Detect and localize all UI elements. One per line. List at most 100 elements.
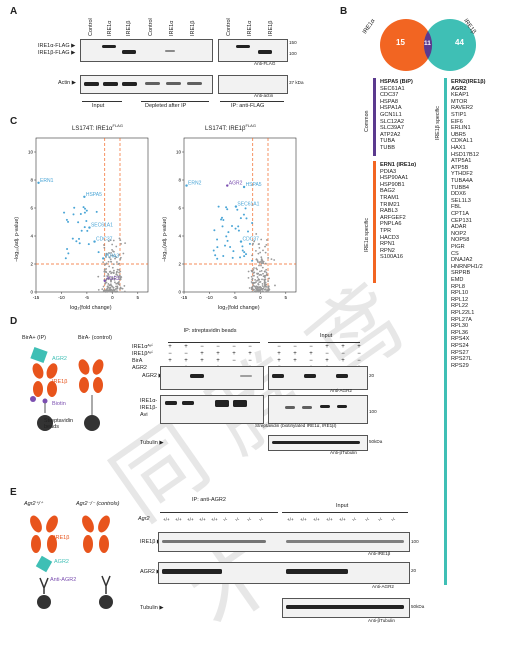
pm-cell: − <box>248 344 252 350</box>
scatter-point <box>251 243 254 246</box>
scatter-point <box>270 258 273 260</box>
scatter-point <box>253 267 255 269</box>
scatter-point <box>108 256 111 259</box>
labeled-point <box>83 195 86 198</box>
scatter-point <box>104 282 107 285</box>
e-legend-ire1b: IRE1β <box>54 535 70 541</box>
scatter-point <box>116 268 119 271</box>
pm-cell: − <box>357 358 361 364</box>
volcano-xlabel-right: log₂(fold change) <box>218 305 260 311</box>
pm-cell: − <box>293 344 297 350</box>
scatter-point <box>110 288 113 291</box>
e-anti-ire1b: Anti-IRE1β <box>368 551 391 556</box>
scatter-point <box>231 225 234 228</box>
x-tick-label: -10 <box>206 295 213 300</box>
scatter-point <box>256 286 259 288</box>
scatter-point <box>73 206 76 209</box>
volcano-ylabel-right: −log₁₀(adj. p-value) <box>162 216 168 262</box>
scatter-point <box>109 270 112 273</box>
scatter-point <box>236 208 239 211</box>
band <box>187 82 202 85</box>
scatter-point <box>252 272 255 274</box>
scatter-point <box>244 207 247 210</box>
gene-item: RPL27A <box>451 316 472 323</box>
labeled-point <box>185 184 188 187</box>
volcano-ylabel-left: −log₁₀(adj. p-value) <box>14 216 20 262</box>
gene-item: S100A16 <box>380 254 404 261</box>
e-legend-agr2: AGR2 <box>54 559 69 565</box>
group-input: Input <box>92 103 105 109</box>
genotype: -/- <box>223 517 228 522</box>
scatter-point <box>260 274 263 276</box>
pm-cell: − <box>216 344 220 350</box>
scatter-point <box>216 246 219 249</box>
scatter-point <box>217 205 220 208</box>
label-beta-specific: IRE1β specific <box>435 106 441 140</box>
scatter-point <box>71 237 74 240</box>
scatter-point <box>79 212 82 215</box>
scatter-point <box>115 291 117 293</box>
scatter-point <box>83 211 86 214</box>
d-anti-agr2: Anti-AGR2 <box>330 388 352 393</box>
scatter-point <box>118 237 121 240</box>
scatter-point <box>258 278 261 281</box>
gene-item: UBR5 <box>451 131 466 138</box>
scatter-point <box>260 262 263 265</box>
scatter-point <box>102 285 105 288</box>
scatter-point <box>251 290 254 293</box>
scatter-point <box>263 278 266 281</box>
x-tick-label: -5 <box>85 295 89 300</box>
gene-item: RPL10 <box>451 290 469 297</box>
scatter-point <box>123 290 126 293</box>
scatter-point <box>251 259 254 262</box>
scatter-point <box>257 288 260 290</box>
scatter-point <box>108 286 110 289</box>
labeled-point <box>93 240 96 243</box>
band <box>166 82 181 85</box>
e-legend-anti-agr2: Anti-AGR2 <box>50 577 77 583</box>
band <box>302 406 312 409</box>
band <box>165 50 175 52</box>
pm-cell: + <box>184 344 188 350</box>
scatter-point <box>261 266 264 269</box>
scatter-point <box>111 243 114 246</box>
scatter-point <box>116 286 119 289</box>
scatter-point <box>265 273 268 276</box>
d-strep-blot-ip <box>160 395 264 424</box>
gene-item: ATP2A2 <box>380 131 401 138</box>
gene-item: HSPA8 <box>380 98 398 105</box>
scatter-point <box>263 275 266 277</box>
gene-item: FBL <box>451 204 462 211</box>
anti-flag: Anti-FLAG <box>254 61 276 66</box>
scatter-point <box>116 274 119 276</box>
gene-item: RABL3 <box>380 208 398 215</box>
gene-item: ARFGEF2 <box>380 214 406 221</box>
scatter-point <box>255 233 258 235</box>
gene-item: CS <box>451 250 459 257</box>
pm-cell: + <box>325 358 329 364</box>
scatter-point <box>103 275 106 278</box>
scatter-point <box>111 266 114 269</box>
gene-item: TUBA <box>380 138 395 145</box>
scatter-point <box>119 258 122 261</box>
d-agr2-blot-input <box>268 366 368 390</box>
label-alpha-specific: IRE1α specific <box>364 218 370 252</box>
scatter-point <box>118 253 121 256</box>
scatter-point <box>122 252 125 255</box>
a-flag-blot-1 <box>80 39 213 62</box>
scatter-point <box>112 272 115 275</box>
scatter-point <box>114 257 116 260</box>
pm-cell: − <box>232 344 236 350</box>
scatter-point <box>242 213 245 216</box>
scatter-point <box>259 288 261 291</box>
scatter-point <box>212 249 215 252</box>
labeled-point <box>239 240 243 243</box>
d-ire1a-label: IRE1α- <box>140 398 158 404</box>
gene-item: SLC39A7 <box>380 125 404 132</box>
scatter-point <box>103 271 106 273</box>
labeled-point <box>102 257 105 260</box>
scatter-point <box>118 288 121 290</box>
scatter-point <box>115 271 118 274</box>
pm-cell: − <box>184 351 188 357</box>
scatter-point <box>118 278 121 281</box>
